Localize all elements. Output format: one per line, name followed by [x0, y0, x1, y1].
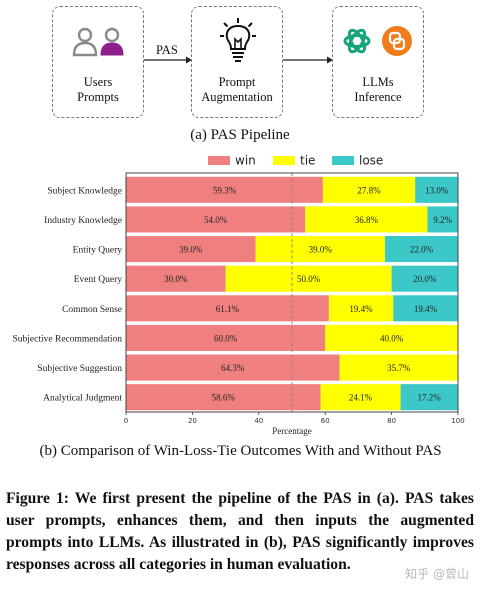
category-label: Subject Knowledge [47, 186, 122, 196]
bar-win [126, 354, 340, 381]
bar-value-label: 19.4% [414, 304, 438, 314]
bar-lose [415, 176, 459, 203]
bar-tie [339, 354, 458, 381]
lightbulb-icon [220, 18, 256, 62]
category-label: Subjective Recommendation [13, 334, 123, 344]
bar-value-label: 50.0% [297, 274, 321, 284]
x-axis-label: Percentage [272, 426, 311, 436]
x-tick-label: 80 [387, 417, 396, 425]
bar-value-label: 20.0% [413, 274, 437, 284]
box-label-line2: Augmentation [201, 90, 273, 104]
x-tick-label: 20 [188, 417, 197, 425]
bar-value-label: 40.0% [380, 333, 404, 343]
bar-lose [400, 384, 458, 411]
category-label: Analytical Judgment [43, 394, 122, 404]
x-tick-label: 100 [451, 417, 464, 425]
prompt-augmentation-box: Prompt Augmentation [191, 6, 283, 118]
users-prompts-box: Users Prompts [52, 6, 144, 118]
user-icon [72, 27, 124, 57]
bar-win [126, 295, 329, 322]
bar-tie [325, 324, 458, 351]
bar-value-label: 59.3% [213, 185, 237, 195]
bar-lose [393, 295, 458, 322]
legend-swatch-tie [273, 156, 295, 165]
bar-value-label: 36.8% [355, 215, 379, 225]
arrow-icon [283, 56, 333, 64]
category-label: Industry Knowledge [44, 216, 122, 226]
bar-tie [328, 295, 394, 322]
category-label: Subjective Suggestion [37, 364, 122, 374]
bar-value-label: 54.0% [204, 215, 228, 225]
arrow-icon [144, 56, 192, 64]
box-label-line2: Prompts [77, 90, 119, 104]
legend-swatch-win [208, 156, 230, 165]
bar-lose [391, 265, 458, 292]
bar-value-label: 61.1% [216, 304, 240, 314]
legend-label-tie: tie [300, 154, 315, 168]
bar-win [126, 384, 321, 411]
bar-value-label: 17.2% [417, 393, 441, 403]
bar-value-label: 39.0% [179, 245, 203, 255]
category-label: Entity Query [73, 246, 123, 256]
watermark: 知乎 @曾山 [405, 567, 469, 581]
bar-win [126, 265, 226, 292]
bar-value-label: 64.3% [221, 363, 245, 373]
bar-value-label: 9.2% [433, 215, 452, 225]
bar-tie [305, 206, 428, 233]
bar-value-label: 39.0% [309, 245, 333, 255]
bar-value-label: 13.0% [425, 185, 449, 195]
bar-value-label: 19.4% [349, 304, 373, 314]
bar-tie [255, 236, 385, 263]
bar-value-label: 60.0% [214, 333, 238, 343]
category-label: Common Sense [62, 305, 122, 315]
win-tie-lose-chart: win tie lose 59.3% 27.8% 13.0% 54.0% 36.8% 9.2%… [13, 154, 465, 437]
box-label-line1: Users [83, 75, 113, 89]
x-tick-label: 40 [254, 417, 263, 425]
box-label-line1: LLMs [362, 75, 394, 89]
bar-tie [322, 176, 416, 203]
bar-value-label: 30.0% [164, 274, 188, 284]
logo-icon [382, 26, 412, 56]
figure-caption: Figure 1: We first present the pipeline … [6, 490, 474, 573]
bar-tie [320, 384, 401, 411]
bar-win [126, 176, 323, 203]
bar-win [126, 206, 306, 233]
legend-label-lose: lose [359, 154, 383, 168]
x-tick-label: 60 [321, 417, 330, 425]
chart-legend: win tie lose [208, 154, 383, 168]
x-tick-label: 0 [124, 417, 128, 425]
category-label: Event Query [74, 275, 123, 285]
chart-bars: 59.3% 27.8% 13.0% 54.0% 36.8% 9.2% 39.0% 39.0% 2… [126, 176, 459, 411]
legend-swatch-lose [332, 156, 354, 165]
chart-caption: (b) Comparison of Win-Loss-Tie Outcomes … [39, 443, 442, 459]
bar-value-label: 27.8% [357, 185, 381, 195]
box-label-line1: Prompt [218, 75, 256, 89]
chart-axes: Subject Knowledge Industry Knowledge Entit… [13, 172, 465, 436]
bar-win [126, 236, 256, 263]
bar-value-label: 58.6% [212, 393, 236, 403]
plot-frame [125, 172, 459, 413]
bar-value-label: 22.0% [410, 245, 434, 255]
bar-value-label: 35.7% [387, 363, 411, 373]
bar-tie [225, 265, 392, 292]
legend-label-win: win [235, 154, 256, 168]
bar-lose [427, 206, 458, 233]
box-label-line2: Inference [354, 90, 402, 104]
llms-inference-box: LLMs Inference [332, 6, 424, 118]
arrow-label: PAS [156, 43, 178, 57]
openai-icon [343, 28, 371, 54]
bar-lose [384, 236, 458, 263]
pipeline-caption: (a) PAS Pipeline [190, 127, 290, 143]
bar-value-label: 24.1% [349, 393, 373, 403]
